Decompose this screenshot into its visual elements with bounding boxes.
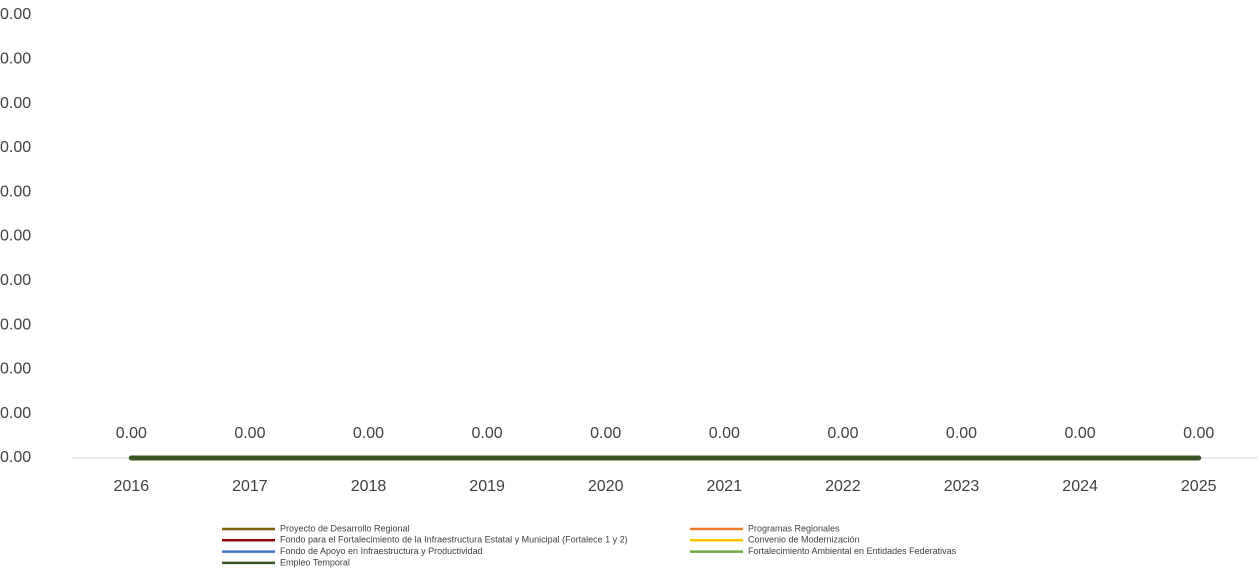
y-tick-label: 0.00 [0,139,31,156]
y-tick-label: 0.00 [0,361,31,378]
legend-label: Fondo de Apoyo en Infraestructura y Prod… [280,546,483,556]
x-tick-label: 2017 [232,478,268,495]
y-tick-label: 0.00 [0,449,31,466]
y-tick-label: 0.00 [0,405,31,422]
x-tick-label: 2018 [351,478,387,495]
x-tick-label: 2024 [1062,478,1098,495]
legend-label: Convenio de Modernización [748,535,860,545]
y-tick-label: 0.00 [0,183,31,200]
legend-label: Proyecto de Desarrollo Regional [280,523,410,533]
y-tick-label: 0.00 [0,316,31,333]
legend-label: Fortalecimiento Ambiental en Entidades F… [748,546,957,556]
data-label: 0.00 [353,425,384,442]
data-label: 0.00 [234,425,265,442]
data-label: 0.00 [946,425,977,442]
y-tick-label: 0.00 [0,51,31,68]
y-tick-label: 0.00 [0,6,31,23]
data-label: 0.00 [590,425,621,442]
y-tick-label: 0.00 [0,272,31,289]
x-tick-label: 2019 [469,478,505,495]
x-tick-label: 2016 [114,478,150,495]
x-tick-label: 2021 [707,478,743,495]
x-tick-label: 2023 [944,478,980,495]
legend-label: Empleo Temporal [280,557,350,567]
data-label: 0.00 [116,425,147,442]
data-label: 0.00 [709,425,740,442]
data-label: 0.00 [1183,425,1214,442]
data-label: 0.00 [1065,425,1096,442]
x-tick-label: 2025 [1181,478,1217,495]
y-tick-label: 0.00 [0,95,31,112]
y-tick-label: 0.00 [0,228,31,245]
x-tick-label: 2022 [825,478,861,495]
legend-label: Programas Regionales [748,523,840,533]
data-label: 0.00 [827,425,858,442]
legend-label: Fondo para el Fortalecimiento de la Infr… [280,535,628,545]
x-tick-label: 2020 [588,478,624,495]
data-label: 0.00 [472,425,503,442]
